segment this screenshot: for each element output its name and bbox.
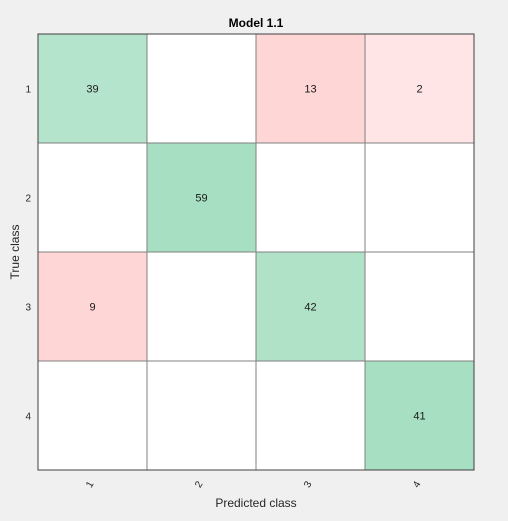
matrix-cells: 39 13 2 59 9 42 41 [37,33,475,471]
cell-value-r1-c3: 13 [304,84,316,96]
matrix-cell-r1-c1 [37,33,148,144]
matrix-cell-r3-c4 [364,251,475,362]
matrix-cell-r2-c1 [37,142,148,253]
matrix-cell-r4-c2 [146,360,257,471]
x-axis-label: Predicted class [215,496,296,510]
matrix-cell-r3-c3 [255,251,366,362]
cell-value-r4-c4: 41 [413,411,425,423]
chart-title: Model 1.1 [229,16,284,30]
y-tick-1: 1 [25,85,31,96]
matrix-cell-r2-c2 [146,142,257,253]
matrix-cell-r4-c1 [37,360,148,471]
y-tick-4: 4 [25,412,31,423]
x-tick-1: 1 [84,479,97,490]
x-tick-2: 2 [193,479,206,490]
cell-value-r2-c2: 59 [195,193,207,205]
matrix-cell-r3-c1 [37,251,148,362]
cell-value-r3-c1: 9 [89,302,95,314]
y-axis-label: True class [8,225,22,280]
matrix-cell-r1-c2 [146,33,257,144]
x-tick-4: 4 [411,479,424,490]
x-tick-labels: 1 2 3 4 [84,479,424,490]
matrix-cell-r1-c3 [255,33,366,144]
matrix-cell-r4-c3 [255,360,366,471]
cell-value-r3-c3: 42 [304,302,316,314]
matrix-cell-r2-c4 [364,142,475,253]
x-tick-3: 3 [302,479,315,490]
matrix-cell-r3-c2 [146,251,257,362]
matrix-cell-r2-c3 [255,142,366,253]
y-tick-2: 2 [25,194,31,205]
cell-value-r1-c1: 39 [86,84,98,96]
cell-value-r1-c4: 2 [416,84,422,96]
y-tick-3: 3 [25,303,31,314]
y-tick-labels: 1 2 3 4 [25,85,31,423]
plot-border [37,33,475,471]
